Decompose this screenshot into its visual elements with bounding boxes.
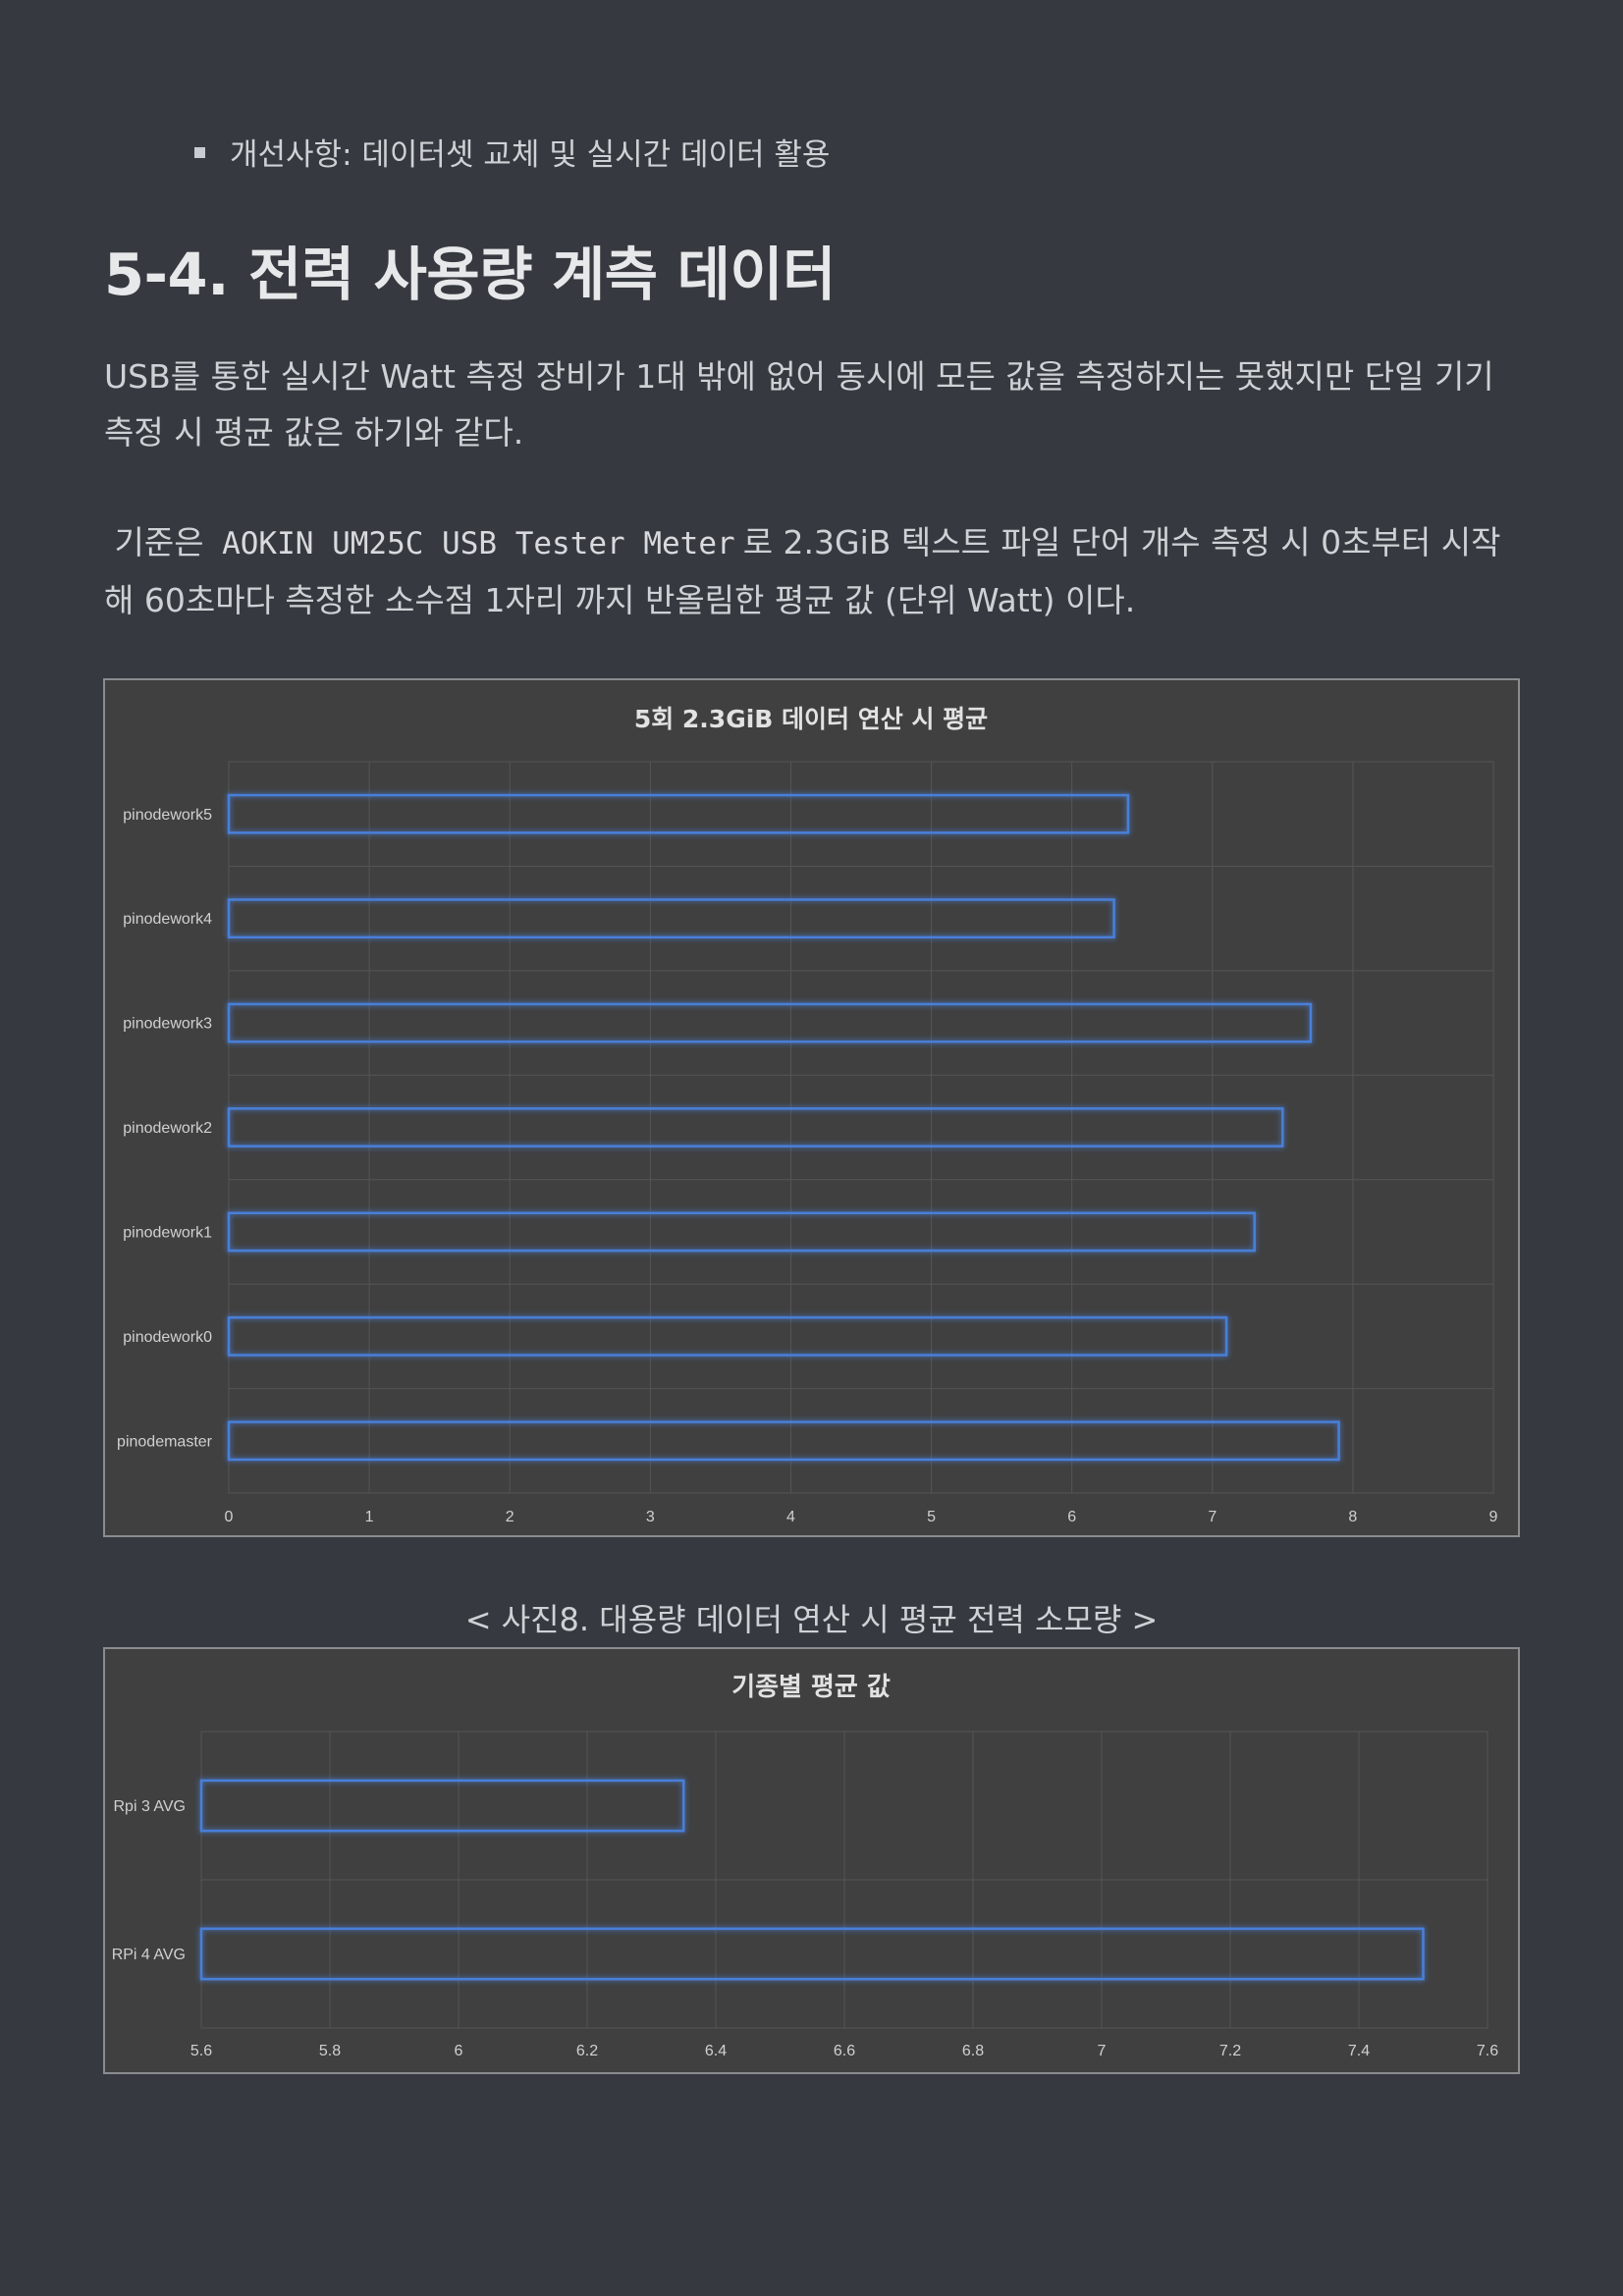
- bar-pinodework3: [227, 1002, 1313, 1043]
- paragraph-2: 기준은 AOKIN UM25C USB Tester Meter 로 2.3GiB…: [104, 514, 1528, 628]
- category-label: RPi 4 AVG: [112, 1947, 186, 1963]
- bar-pinodework5: [227, 793, 1130, 834]
- bar-pinodemaster: [227, 1420, 1340, 1462]
- x-tick-label: 5: [927, 1509, 936, 1525]
- category-label: pinodemaster: [117, 1433, 213, 1450]
- x-tick-label: 2: [506, 1509, 514, 1525]
- x-tick-label: 6.6: [834, 2043, 855, 2059]
- x-tick-label: 1: [365, 1509, 374, 1525]
- chart-model-average: 기종별 평균 값 5.6 5.8 6 6.2 6.4 6.6 6.8 7 7.2 7.4 7.6 Rpi…: [103, 1647, 1520, 2074]
- figure-caption: < 사진8. 대용량 데이터 연산 시 평균 전력 소모량 >: [464, 1601, 1159, 1638]
- section-heading: 5-4. 전력 사용량 계측 데이터: [104, 240, 836, 308]
- category-label: pinodework2: [123, 1120, 212, 1137]
- x-tick-label: 4: [786, 1509, 795, 1525]
- bar-rpi-4-avg: [199, 1927, 1425, 1981]
- category-label: pinodework0: [123, 1329, 212, 1346]
- bullet-text: 개선사항: 데이터셋 교체 및 실시간 데이터 활용: [230, 137, 831, 173]
- category-label: Rpi 3 AVG: [113, 1798, 186, 1815]
- x-tick-label: 0: [225, 1509, 234, 1525]
- x-tick-label: 7.2: [1219, 2043, 1241, 2059]
- x-tick-label: 3: [646, 1509, 655, 1525]
- category-label: pinodework1: [123, 1225, 212, 1242]
- x-tick-label: 7: [1098, 2043, 1107, 2059]
- x-tick-label: 5.8: [319, 2043, 341, 2059]
- x-tick-label: 7.6: [1477, 2043, 1498, 2059]
- x-tick-label: 5.6: [190, 2043, 212, 2059]
- chart-nodes-average: 5회 2.3GiB 데이터 연산 시 평균 0 1 2 3 4 5 6 7 8 9 pinodewor…: [103, 678, 1520, 1537]
- chart-title: 5회 2.3GiB 데이터 연산 시 평균: [634, 705, 988, 733]
- x-tick-label: 6.2: [576, 2043, 598, 2059]
- x-tick-label: 8: [1348, 1509, 1357, 1525]
- chart-title: 기종별 평균 값: [731, 1673, 891, 1702]
- chart-model-svg: 기종별 평균 값 5.6 5.8 6 6.2 6.4 6.6 6.8 7 7.2 7.4 7.6 Rpi…: [112, 1673, 1499, 2059]
- x-tick-label: 7.4: [1348, 2043, 1370, 2059]
- bar-pinodework4: [227, 898, 1115, 939]
- bar-pinodework0: [227, 1315, 1228, 1357]
- x-tick-label: 6.8: [962, 2043, 984, 2059]
- paragraph-2-suffix: 로 2.3GiB 텍스트 파일 단어 개수 측정 시 0초부터 시작해 60초마…: [104, 523, 1501, 619]
- bullet-square-icon: [194, 147, 205, 158]
- chart-nodes-svg: 5회 2.3GiB 데이터 연산 시 평균 0 1 2 3 4 5 6 7 8 9 pinodewor…: [117, 705, 1498, 1525]
- category-label: pinodework3: [123, 1016, 212, 1033]
- x-tick-label: 9: [1489, 1509, 1498, 1525]
- paragraph-1: USB를 통한 실시간 Watt 측정 장비가 1대 밖에 없어 동시에 모든 …: [104, 357, 1494, 452]
- category-label: pinodework5: [123, 807, 212, 824]
- inline-code: AOKIN UM25C USB Tester Meter: [222, 526, 735, 561]
- plot-area: [228, 761, 1494, 1494]
- bullet-item: 개선사항: 데이터셋 교체 및 실시간 데이터 활용: [194, 130, 830, 174]
- bar-rpi-3-avg: [199, 1779, 685, 1833]
- paragraph-2-prefix: 기준은: [114, 523, 204, 561]
- category-label: pinodework4: [123, 911, 212, 928]
- bar-pinodework1: [227, 1211, 1256, 1253]
- x-tick-label: 7: [1208, 1509, 1217, 1525]
- x-tick-label: 6: [455, 2043, 463, 2059]
- bar-pinodework2: [227, 1107, 1284, 1148]
- x-tick-label: 6: [1067, 1509, 1076, 1525]
- x-tick-label: 6.4: [705, 2043, 727, 2059]
